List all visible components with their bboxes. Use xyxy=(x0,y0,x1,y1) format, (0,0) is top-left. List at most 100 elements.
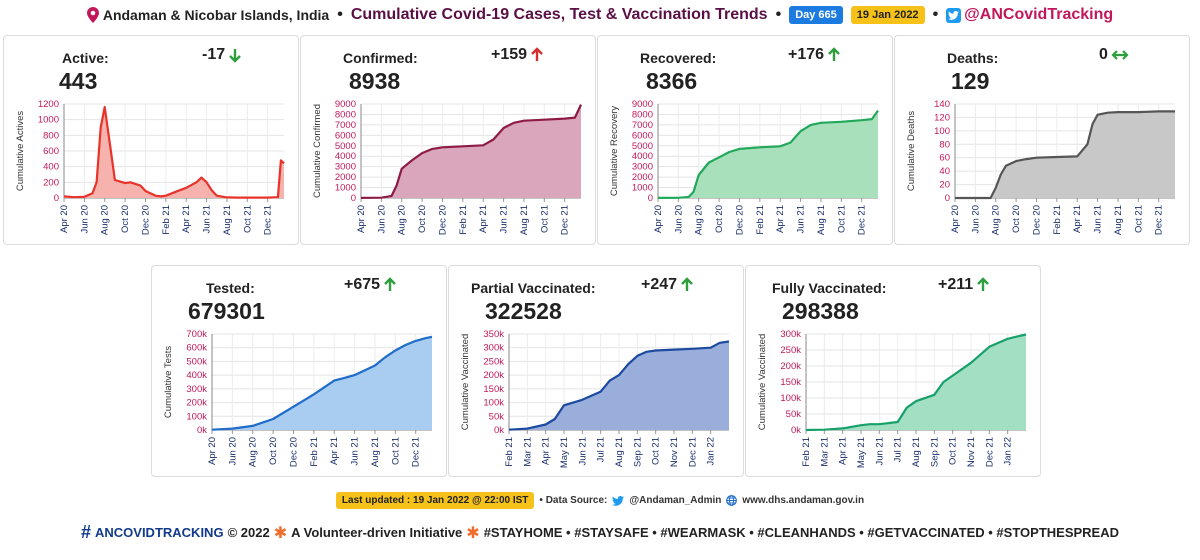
x-tick-label: Oct 21 xyxy=(539,205,550,233)
separator: • xyxy=(932,6,939,23)
y-tick-label: 0k xyxy=(494,425,504,436)
location-pin-icon xyxy=(86,7,99,23)
x-tick-label: Aug 20 xyxy=(991,205,1002,235)
series-line xyxy=(805,333,1027,432)
twitter-handle-link[interactable]: @ANCovidTracking xyxy=(946,6,1113,24)
y-axis-label: Cumulative Recovery xyxy=(609,106,620,197)
y-tick-label: 250k xyxy=(780,345,801,356)
y-tick-label: 700k xyxy=(186,329,207,340)
y-tick-label: 100 xyxy=(934,126,950,137)
x-tick-label: Oct 21 xyxy=(390,437,401,465)
card-delta: -17 xyxy=(202,46,242,64)
fully-vaccinated-chart: 0k 50k 100k 150k 200k 250k 300k Feb 21 Mar 21 Apr… xyxy=(757,329,1027,468)
y-tick-label: 0 xyxy=(945,193,950,204)
y-tick-label: 100k xyxy=(780,393,801,404)
copyright-text: © 2022 xyxy=(227,525,270,540)
delta-value: +159 xyxy=(491,46,528,63)
x-tick-label: Aug 21 xyxy=(370,437,381,467)
x-tick-label: Dec 21 xyxy=(560,205,571,235)
y-tick-label: 8000 xyxy=(335,109,356,120)
series-area xyxy=(212,336,432,430)
partial-vaccinated-card: Partial Vaccinated: +247 322528 0k 50k 100… xyxy=(448,265,744,477)
tested-card: Tested: +675 679301 0k 100k 200k 300k 400k 50… xyxy=(151,265,447,477)
y-axis-label: Cumulative Vaccinated xyxy=(757,334,768,430)
x-tick-label: Aug 21 xyxy=(519,205,530,235)
y-tick-label: 1000 xyxy=(335,183,356,194)
region-label: Andaman & Nicobar Islands, India xyxy=(86,7,329,23)
source-twitter-link[interactable]: @Andaman_Admin xyxy=(629,495,722,506)
x-tick-label: Oct 21 xyxy=(836,205,847,233)
x-tick-label: Feb 21 xyxy=(801,437,812,467)
y-tick-label: 8000 xyxy=(632,109,653,120)
card-label: Recovered: xyxy=(640,50,717,66)
x-tick-label: Nov 21 xyxy=(669,437,680,467)
card-delta: +247 xyxy=(641,276,694,294)
source-website-link[interactable]: www.dhs.andaman.gov.in xyxy=(742,495,865,506)
y-tick-label: 500k xyxy=(186,356,207,367)
y-tick-label: 200k xyxy=(483,370,504,381)
arrow-down-icon xyxy=(229,49,241,63)
delta-value: +675 xyxy=(344,276,381,293)
x-tick-label: Apr 21 xyxy=(541,437,552,465)
card-value: 443 xyxy=(59,68,98,94)
y-axis-label: Cumulative Tests xyxy=(163,346,174,418)
x-tick-label: Jan 22 xyxy=(706,437,717,466)
y-tick-label: 100k xyxy=(483,398,504,409)
arrow-up-icon xyxy=(681,277,693,291)
page-title: Cumulative Covid-19 Cases, Test & Vaccin… xyxy=(350,6,768,23)
card-label: Deaths: xyxy=(947,50,999,66)
y-tick-label: 0 xyxy=(351,193,356,204)
x-tick-label: Apr 20 xyxy=(950,205,961,233)
x-tick-label: Apr 21 xyxy=(181,205,192,233)
x-tick-label: Apr 21 xyxy=(1072,205,1083,233)
x-tick-label: Jun 21 xyxy=(874,437,885,466)
recovered-card: Recovered: +176 8366 0 1000 2000 3000 4000 50… xyxy=(597,35,893,245)
x-tick-label: Jul 21 xyxy=(893,437,904,462)
y-tick-label: 50k xyxy=(786,409,802,420)
series-area xyxy=(955,111,1175,198)
y-tick-label: 120 xyxy=(934,112,950,123)
y-tick-label: 400k xyxy=(186,370,207,381)
arrow-up-icon xyxy=(384,277,396,291)
x-tick-label: Apr 21 xyxy=(478,205,489,233)
y-axis-label: Cumulative Deaths xyxy=(906,111,917,192)
series-line xyxy=(508,340,730,431)
x-tick-label: Aug 21 xyxy=(816,205,827,235)
x-tick-label: Dec 21 xyxy=(263,205,274,235)
arrow-up-icon xyxy=(828,47,840,61)
card-label: Partial Vaccinated: xyxy=(471,280,596,296)
y-tick-label: 200k xyxy=(186,398,207,409)
y-tick-label: 0k xyxy=(791,425,801,436)
brand-hashtag[interactable]: ANCOVIDTRACKING xyxy=(95,525,224,540)
confirmed-card: Confirmed: +159 8938 0 1000 2000 3000 4000 50… xyxy=(300,35,596,245)
data-source-label: • Data Source: xyxy=(539,495,608,506)
x-tick-label: Jul 21 xyxy=(596,437,607,462)
x-tick-label: Dec 21 xyxy=(1154,205,1165,235)
x-tick-label: Mar 21 xyxy=(819,437,830,467)
x-tick-label: Dec 21 xyxy=(687,437,698,467)
series-area xyxy=(64,107,284,198)
x-tick-label: Mar 21 xyxy=(522,437,533,467)
arrow-up-icon xyxy=(977,277,990,291)
footer-meta: Last updated : 19 Jan 2022 @ 22:00 IST •… xyxy=(0,492,1200,509)
x-tick-label: Feb 21 xyxy=(161,205,172,235)
x-tick-label: Oct 21 xyxy=(948,437,959,465)
card-delta: +176 xyxy=(788,46,841,64)
y-tick-label: 0 xyxy=(648,193,653,204)
x-tick-label: Aug 21 xyxy=(1113,205,1124,235)
y-tick-label: 80 xyxy=(939,139,950,150)
y-axis-label: Cumulative Vaccinated xyxy=(460,334,471,430)
x-tick-label: Apr 20 xyxy=(207,437,218,465)
x-tick-label: Aug 20 xyxy=(397,205,408,235)
x-tick-label: Dec 21 xyxy=(984,437,995,467)
initiative-text: A Volunteer-driven Initiative xyxy=(291,525,463,540)
y-tick-label: 300k xyxy=(483,343,504,354)
y-tick-label: 5000 xyxy=(335,141,356,152)
y-tick-label: 300k xyxy=(780,329,801,340)
x-tick-label: Feb 21 xyxy=(504,437,515,467)
y-tick-label: 1200 xyxy=(38,99,59,110)
last-updated-badge: Last updated : 19 Jan 2022 @ 22:00 IST xyxy=(335,492,535,509)
twitter-icon xyxy=(946,7,962,23)
delta-value: -17 xyxy=(202,46,226,63)
